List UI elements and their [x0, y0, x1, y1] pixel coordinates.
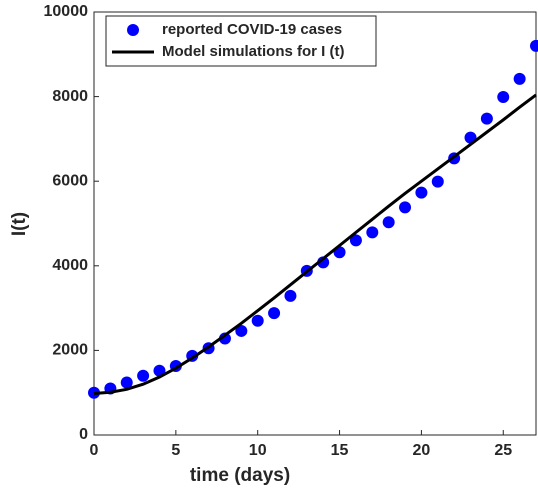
y-tick-label: 8000 [52, 88, 88, 105]
x-tick-label: 0 [90, 442, 99, 459]
legend-marker [127, 24, 139, 36]
legend-box [105, 15, 377, 67]
data-point [431, 175, 444, 188]
x-tick-label: 20 [413, 442, 431, 459]
x-axis-label: time (days) [190, 465, 290, 486]
data-point [382, 216, 395, 229]
model-line [93, 93, 537, 396]
data-point [137, 369, 150, 382]
data-point [530, 39, 538, 52]
legend-label: Model simulations for I (t) [162, 43, 345, 60]
data-point [480, 112, 493, 125]
y-tick-label: 10000 [44, 3, 89, 20]
y-axis-label: I(t) [9, 212, 30, 236]
x-tick-label: 5 [171, 442, 180, 459]
data-point [366, 226, 379, 239]
data-point [349, 234, 362, 247]
legend-label: reported COVID-19 cases [162, 21, 342, 38]
data-point [497, 91, 510, 104]
data-point [268, 307, 281, 320]
x-tick-label: 25 [494, 442, 512, 459]
y-tick-label: 2000 [52, 342, 88, 359]
data-point [513, 72, 526, 85]
data-point [153, 364, 166, 377]
x-tick-label: 10 [249, 442, 267, 459]
data-point [251, 314, 264, 327]
y-tick-label: 4000 [52, 257, 88, 274]
data-point [235, 324, 248, 337]
data-point [399, 201, 412, 214]
y-tick-label: 0 [79, 426, 88, 443]
plot-frame [93, 11, 537, 436]
data-point [120, 376, 133, 389]
data-point [284, 289, 297, 302]
y-tick-label: 6000 [52, 172, 88, 189]
x-tick-label: 15 [331, 442, 349, 459]
data-point [415, 186, 428, 199]
